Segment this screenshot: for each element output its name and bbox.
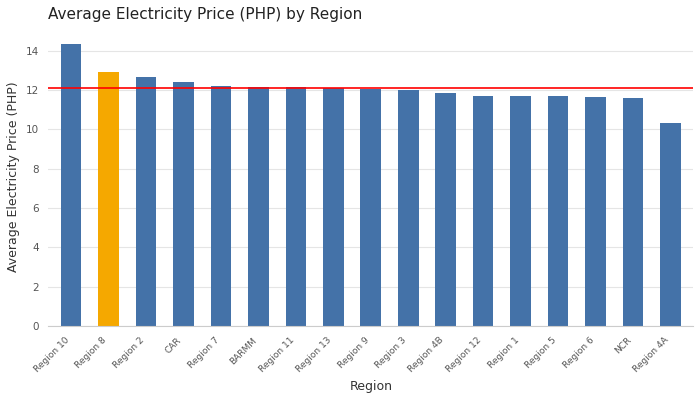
Bar	[435, 92, 456, 326]
Bar	[660, 123, 681, 326]
Bar	[98, 72, 119, 326]
Bar	[286, 87, 306, 326]
Bar	[173, 82, 194, 326]
X-axis label: Region: Region	[349, 380, 392, 393]
Bar	[360, 89, 381, 326]
Y-axis label: Average Electricity Price (PHP): Average Electricity Price (PHP)	[7, 81, 20, 272]
Bar	[211, 86, 231, 326]
Bar	[510, 96, 531, 326]
Bar	[398, 90, 419, 326]
Bar	[585, 97, 606, 326]
Bar	[323, 88, 344, 326]
Bar	[248, 87, 269, 326]
Bar	[548, 96, 568, 326]
Bar	[473, 96, 494, 326]
Bar	[61, 44, 81, 326]
Bar	[623, 98, 643, 326]
Text: Average Electricity Price (PHP) by Region: Average Electricity Price (PHP) by Regio…	[48, 7, 363, 22]
Bar	[136, 78, 156, 326]
